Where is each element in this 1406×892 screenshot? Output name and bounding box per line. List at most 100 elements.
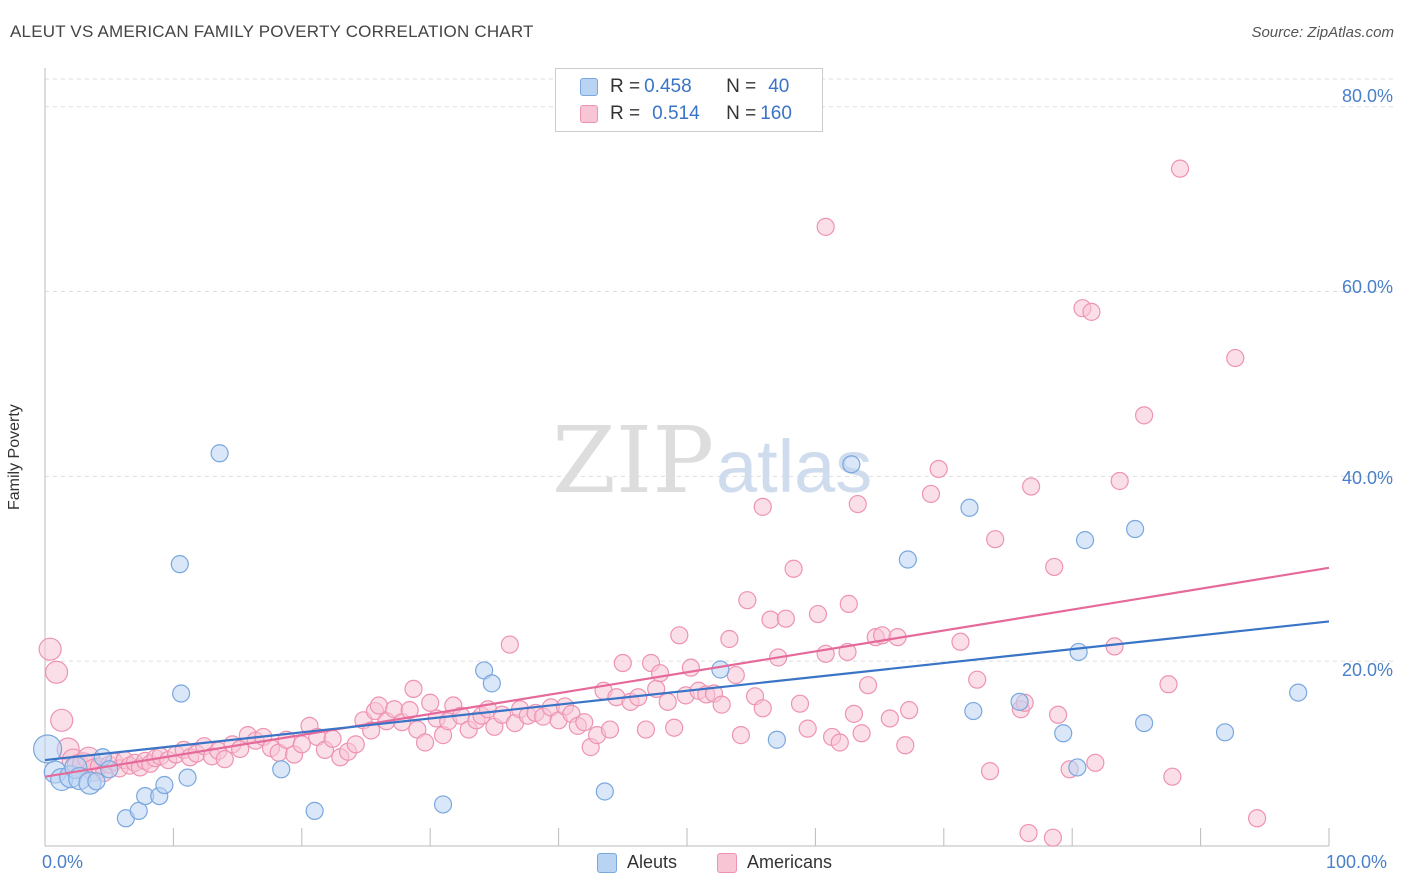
aleuts-legend-label: Aleuts — [627, 852, 678, 872]
americans-point — [665, 718, 684, 737]
aleuts-point — [210, 444, 229, 463]
americans-point — [1170, 159, 1190, 178]
americans-point — [858, 676, 878, 695]
americans-point — [1045, 557, 1064, 577]
aleuts-point — [842, 455, 861, 474]
americans-point — [738, 591, 757, 610]
r-value: 0.458 — [644, 76, 692, 97]
legend-item-americans: Americans — [717, 852, 832, 873]
americans-point — [1159, 675, 1178, 694]
aleuts-point — [595, 782, 614, 801]
n-label: N = — [726, 103, 757, 124]
axes — [44, 68, 1330, 847]
y-tick-label: 80.0% — [1341, 86, 1393, 106]
americans-point — [1043, 828, 1063, 847]
americans-point — [1019, 823, 1038, 843]
chart-title: ALEUT VS AMERICAN FAMILY POVERTY CORRELA… — [10, 22, 534, 41]
americans-point — [613, 653, 632, 673]
americans-point — [600, 720, 620, 739]
gridlines — [45, 78, 1394, 662]
aleuts-point — [1135, 713, 1154, 733]
americans-point — [798, 719, 817, 738]
aleuts-trend-line — [44, 620, 1330, 762]
americans-point — [980, 762, 1000, 781]
americans-point — [1135, 406, 1154, 425]
americans-point — [404, 679, 423, 699]
americans-point — [38, 637, 62, 661]
americans-point — [784, 559, 803, 578]
americans-point — [731, 726, 751, 745]
americans-point — [369, 696, 388, 715]
aleuts-point — [1289, 683, 1308, 702]
legend-item-aleuts: Aleuts — [597, 852, 677, 873]
aleuts-point — [1069, 642, 1088, 662]
americans-point — [929, 459, 948, 479]
y-tick-label: 60.0% — [1341, 277, 1393, 297]
americans-point — [720, 629, 739, 649]
americans-point — [636, 720, 656, 739]
americans-point — [808, 604, 828, 624]
americans-point — [900, 701, 919, 720]
americans-point — [830, 733, 849, 752]
americans-point — [712, 695, 731, 714]
americans-trend-line — [44, 566, 1330, 778]
aleuts-point — [172, 684, 191, 703]
americans-point — [670, 626, 689, 645]
aleuts-points — [32, 444, 1308, 828]
americans-point — [1247, 809, 1267, 828]
americans-point — [986, 530, 1005, 549]
americans-point — [1163, 767, 1182, 786]
n-value: 160 — [760, 103, 792, 124]
americans-point — [1110, 471, 1129, 491]
aleuts-point — [898, 550, 917, 569]
aleuts-point — [1010, 692, 1029, 711]
r-label: R = — [610, 103, 641, 124]
watermark: ZIP atlas — [552, 407, 872, 514]
stats-legend-americans: R = 0.514 N = 160 — [556, 101, 792, 127]
americans-legend-label: Americans — [747, 852, 833, 872]
americans-point — [790, 694, 810, 713]
n-label: N = — [726, 76, 757, 97]
watermark-zip: ZIP — [552, 407, 714, 514]
americans-point — [844, 704, 864, 723]
americans-point — [726, 665, 745, 685]
x-tick-label: 100.0% — [1326, 852, 1388, 872]
y-tick-label: 20.0% — [1341, 660, 1393, 680]
stats-legend-aleuts: R = 0.458 N = 40 — [556, 74, 789, 100]
americans-point — [839, 594, 858, 613]
americans-point — [1086, 753, 1105, 772]
aleuts-point — [767, 730, 786, 749]
aleuts-point — [1126, 519, 1145, 539]
aleuts-point — [155, 775, 174, 795]
americans-point — [776, 609, 795, 628]
americans-point — [896, 736, 915, 755]
americans-point — [816, 217, 835, 236]
aleuts-point — [87, 772, 106, 791]
americans-point — [400, 701, 419, 720]
aleuts-legend-swatch — [597, 852, 617, 873]
americans-swatch — [580, 105, 598, 123]
aleuts-point — [1054, 724, 1073, 743]
americans-point — [880, 709, 899, 728]
r-label: R = — [610, 76, 641, 97]
americans-point — [852, 724, 871, 743]
americans-point — [421, 693, 440, 712]
n-value: 40 — [768, 76, 790, 97]
trend-lines — [44, 566, 1330, 778]
americans-point — [215, 750, 234, 769]
americans-point — [346, 735, 365, 754]
americans-legend-swatch — [717, 852, 737, 873]
x-tick-label: 0.0% — [42, 852, 84, 872]
aleuts-point — [433, 795, 453, 814]
aleuts-point — [1215, 723, 1235, 742]
aleuts-point — [482, 674, 501, 693]
stats-legend: R = 0.458 N = 40 R = 0.514 N = 160 — [555, 68, 823, 132]
americans-point — [753, 497, 772, 516]
americans-point — [323, 729, 342, 748]
source-label: Source: ZipAtlas.com — [1251, 24, 1394, 41]
americans-point — [292, 735, 311, 754]
americans-point — [44, 660, 69, 684]
americans-point — [848, 494, 867, 514]
americans-point — [1022, 477, 1041, 496]
